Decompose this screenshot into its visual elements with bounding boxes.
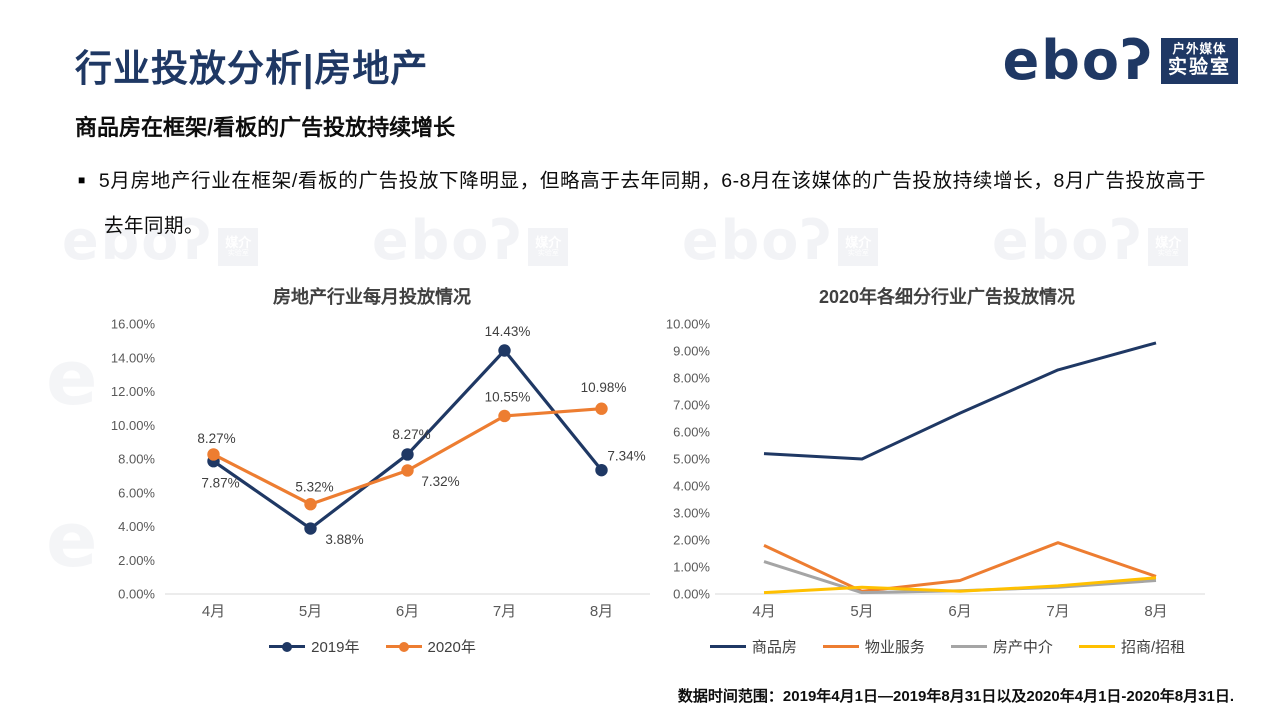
monthly-trend-chart-legend: 2019年 2020年	[85, 636, 660, 657]
legend-label: 房产中介	[992, 639, 1053, 656]
x-axis-tick-label: 4月	[202, 603, 225, 620]
data-point-marker	[595, 463, 608, 477]
data-range-note: 数据时间范围：2019年4月1日—2019年8月31日以及2020年4月1日-2…	[677, 688, 1234, 705]
y-axis-tick-label: 12.00%	[111, 384, 156, 399]
legend-label: 物业服务	[864, 639, 925, 656]
data-point-marker	[595, 402, 608, 415]
data-point-label: 7.34%	[607, 449, 645, 464]
logo-badge: 户外媒体 实验室	[1160, 38, 1238, 84]
x-axis-tick-label: 8月	[1144, 603, 1167, 620]
data-point-label: 10.98%	[581, 380, 627, 395]
logo-tagline-1: 户外媒体	[1172, 42, 1227, 57]
legend-item: 招商/招租	[1078, 636, 1186, 657]
y-axis-tick-label: 6.00%	[673, 425, 710, 440]
y-axis-tick-label: 4.00%	[673, 479, 710, 494]
series-line	[763, 576, 1157, 595]
legend-swatch-icon	[709, 645, 746, 648]
y-axis-tick-label: 0.00%	[118, 587, 155, 602]
y-axis-tick-label: 10.00%	[666, 317, 711, 332]
chart-title: 2020年各细分行业广告投放情况	[819, 286, 1075, 307]
bullet-marker-icon: ■	[78, 173, 86, 187]
data-point-marker	[498, 344, 511, 357]
legend-swatch-icon	[950, 645, 987, 648]
y-axis-tick-label: 14.00%	[111, 350, 156, 365]
y-axis-tick-label: 10.00%	[111, 418, 156, 433]
y-axis-tick-label: 7.00%	[673, 398, 710, 413]
data-point-label: 8.27%	[197, 431, 235, 446]
y-axis-tick-label: 5.00%	[673, 452, 710, 467]
data-point-label: 3.88%	[325, 532, 363, 547]
series-line	[763, 541, 1157, 593]
data-point-label: 8.27%	[392, 427, 430, 442]
page-title: 行业投放分析|房地产	[75, 48, 429, 89]
legend-swatch-icon	[1078, 645, 1115, 648]
y-axis-tick-label: 0.00%	[673, 587, 710, 602]
series-line	[763, 341, 1157, 461]
x-axis-tick-label: 5月	[850, 603, 873, 620]
x-axis-tick-label: 6月	[396, 603, 419, 620]
data-point-label: 5.32%	[295, 480, 333, 495]
data-point-marker	[207, 448, 220, 461]
legend-label: 2019年	[311, 639, 360, 656]
logo-ebo-text: ebo	[1002, 29, 1122, 92]
y-axis-tick-label: 9.00%	[673, 344, 710, 359]
x-axis-tick-label: 8月	[590, 603, 613, 620]
x-axis-tick-label: 7月	[1046, 603, 1069, 620]
data-point-label: 10.55%	[485, 389, 531, 404]
segment-trend-chart-legend: 商品房 物业服务 房产中介 招商/招租	[660, 636, 1235, 657]
data-point-label: 7.87%	[201, 476, 239, 491]
y-axis-tick-label: 1.00%	[673, 560, 710, 575]
legend-item: 物业服务	[822, 636, 925, 657]
y-axis-tick-label: 4.00%	[118, 519, 155, 534]
y-axis-tick-label: 8.00%	[673, 371, 710, 386]
data-point-label: 14.43%	[485, 324, 531, 339]
data-point-marker	[304, 498, 317, 511]
y-axis-tick-label: 2.00%	[673, 533, 710, 548]
data-point-marker	[401, 448, 414, 461]
y-axis-tick-label: 6.00%	[118, 485, 155, 500]
legend-label: 招商/招租	[1120, 639, 1186, 656]
legend-item: 商品房	[709, 636, 797, 657]
segment-trend-chart: 2020年各细分行业广告投放情况 0.00% 1.00% 2.00% 3.00% 4.00…	[660, 285, 1235, 657]
monthly-trend-chart: 房地产行业每月投放情况 0.00% 2.00% 4.00% 6.00% 8.00% 10.0…	[85, 285, 660, 657]
legend-swatch-icon	[269, 641, 306, 652]
x-axis-tick-label: 4月	[752, 603, 775, 620]
legend-label: 商品房	[751, 639, 797, 656]
logo-r-glyph: ʔ	[1121, 29, 1154, 92]
y-axis-tick-label: 8.00%	[118, 452, 155, 467]
y-axis-tick-label: 16.00%	[111, 317, 156, 332]
x-axis-tick-label: 6月	[948, 603, 971, 620]
y-axis-tick-label: 3.00%	[673, 506, 710, 521]
data-point-marker	[498, 409, 511, 423]
legend-item: 2019年	[269, 636, 360, 657]
legend-swatch-icon	[822, 645, 859, 648]
bullet-paragraph: ■ 5月房地产行业在框架/看板的广告投放下降明显，但略高于去年同期，6-8月在该媒…	[78, 158, 1206, 249]
legend-item: 房产中介	[950, 636, 1053, 657]
x-axis-tick-label: 7月	[493, 603, 516, 620]
chart-title: 房地产行业每月投放情况	[273, 286, 471, 307]
monthly-trend-chart-svg: 房地产行业每月投放情况 0.00% 2.00% 4.00% 6.00% 8.00% 10.0…	[111, 286, 650, 620]
y-axis-tick-label: 2.00%	[118, 553, 155, 568]
logo-tagline-2: 实验室	[1167, 56, 1231, 78]
slide-subtitle: 商品房在框架/看板的广告投放持续增长	[75, 115, 456, 140]
logo-wordmark: eboʔ	[1003, 34, 1154, 88]
x-axis-tick-label: 5月	[299, 603, 322, 620]
legend-label: 2020年	[427, 639, 476, 656]
data-point-marker	[304, 522, 317, 535]
data-point-label: 7.32%	[421, 474, 459, 489]
ebor-logo: eboʔ 户外媒体 实验室	[1003, 34, 1238, 88]
data-point-marker	[401, 464, 414, 477]
bullet-text: 5月房地产行业在框架/看板的广告投放下降明显，但略高于去年同期，6-8月在该媒体…	[98, 170, 1207, 237]
segment-trend-chart-svg: 2020年各细分行业广告投放情况 0.00% 1.00% 2.00% 3.00% 4.00…	[666, 286, 1205, 620]
legend-item: 2020年	[385, 636, 476, 657]
legend-swatch-icon	[385, 641, 422, 652]
